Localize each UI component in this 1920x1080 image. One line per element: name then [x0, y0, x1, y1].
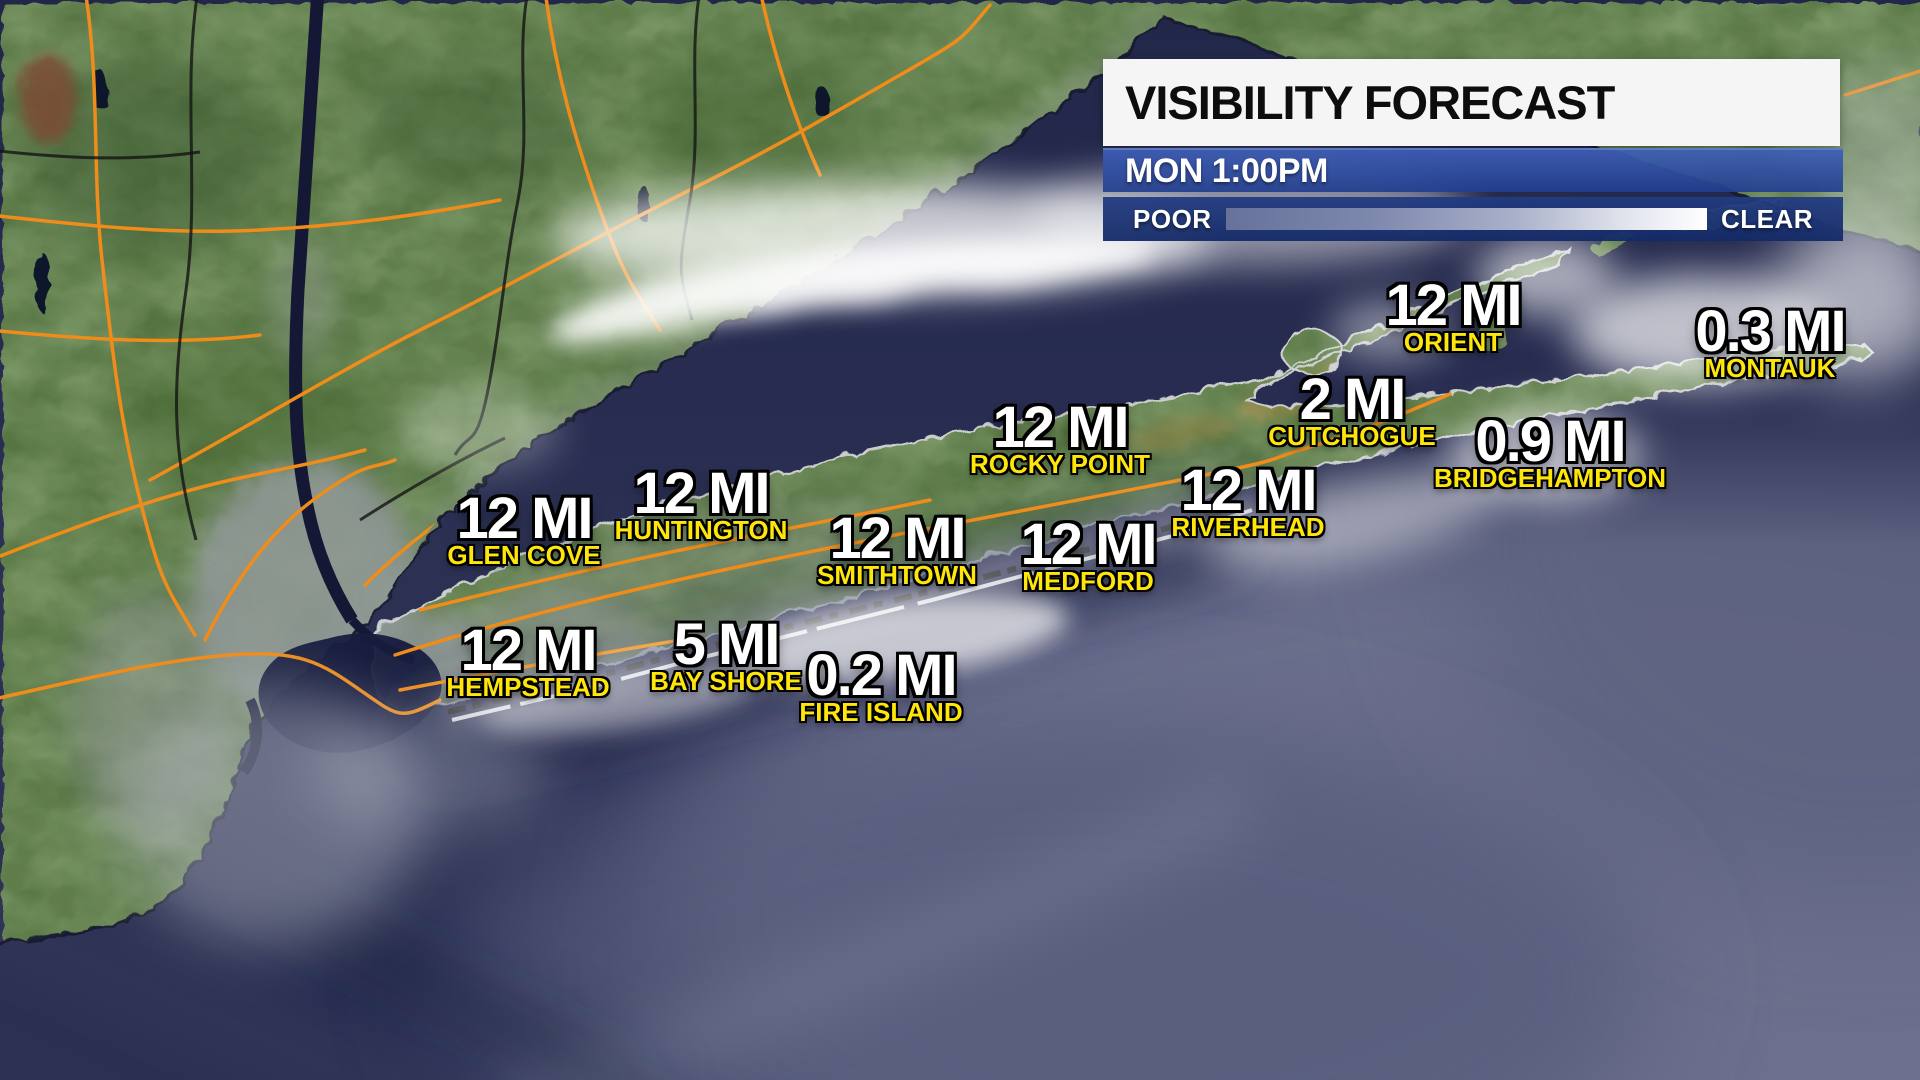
- cross-harbor-road: [0, 652, 442, 715]
- hudson-river: [289, 0, 358, 624]
